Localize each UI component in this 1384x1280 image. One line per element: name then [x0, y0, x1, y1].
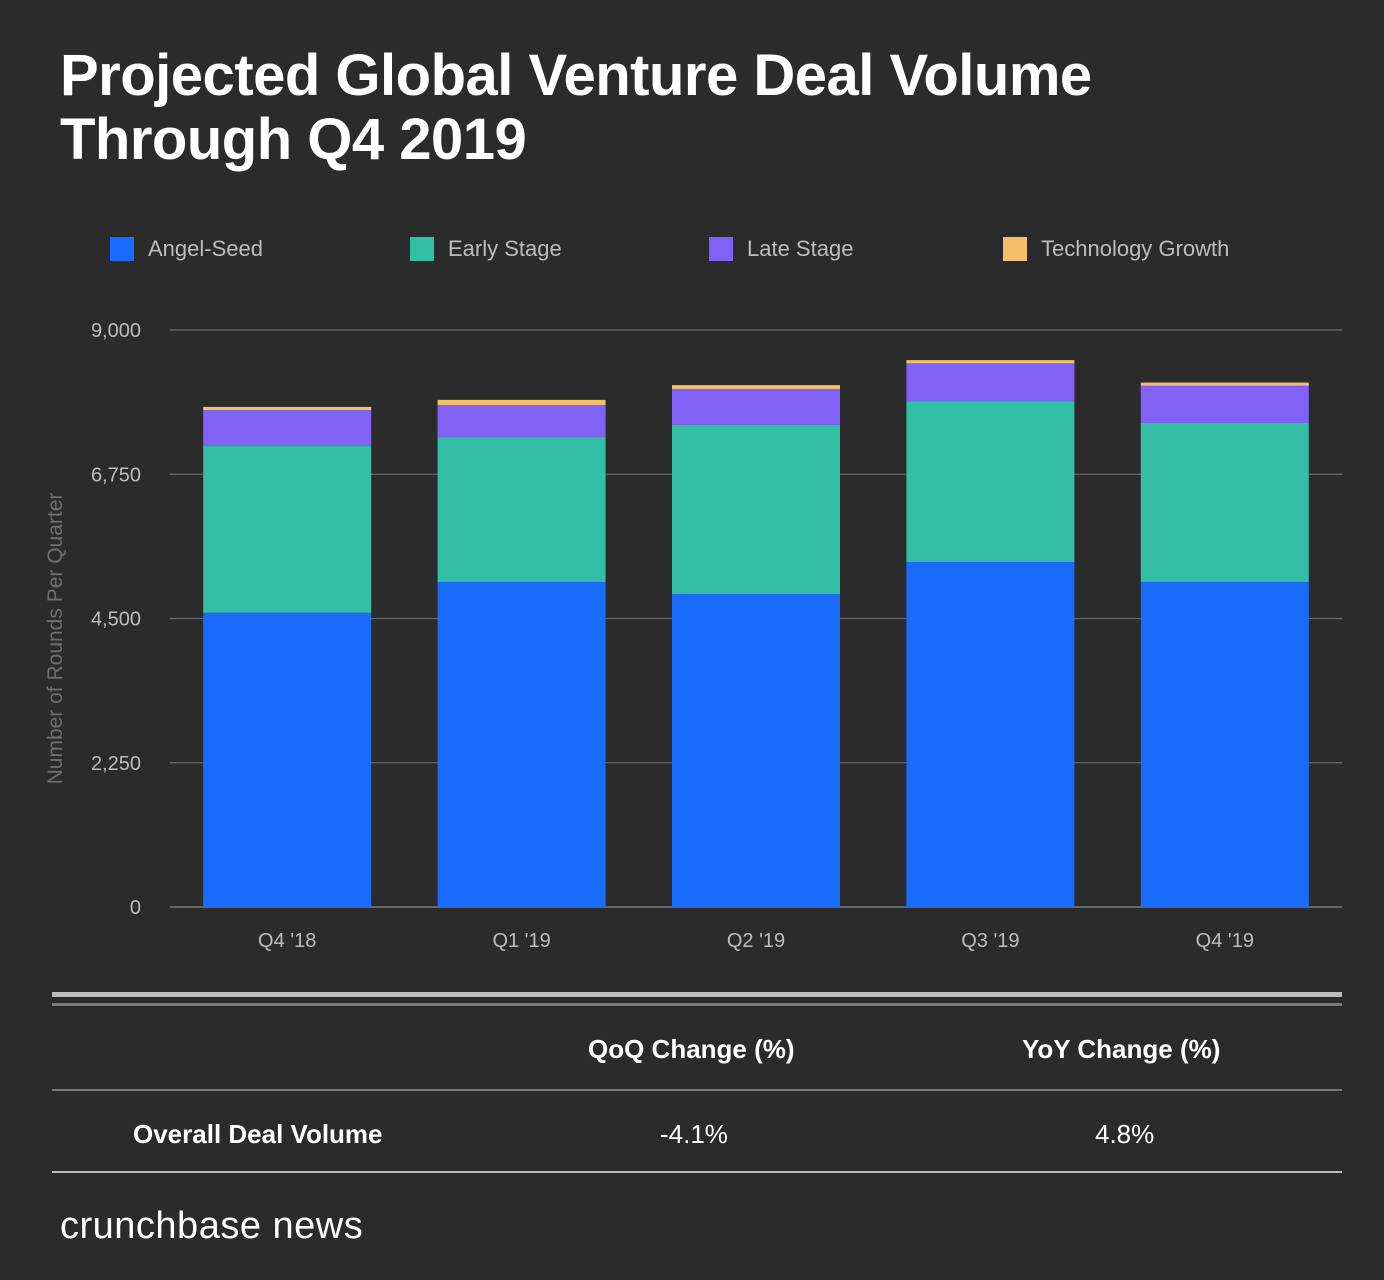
bar-segment-angel-seed	[203, 612, 372, 907]
column-header-yoy: YoY Change (%)	[1022, 1034, 1221, 1064]
x-tick-label: Q3 '19	[961, 930, 1019, 952]
yoy-value: 4.8%	[1095, 1119, 1155, 1149]
legend-swatch	[410, 237, 434, 261]
bar-segment-early-stage	[1140, 422, 1309, 582]
bar-segment-early-stage	[203, 446, 372, 613]
table-header-divider	[52, 1089, 1342, 1091]
legend-label: Late Stage	[747, 236, 854, 261]
y-tick-label: 2,250	[91, 753, 141, 775]
column-header-qoq: QoQ Change (%)	[588, 1034, 795, 1064]
bar-segment-early-stage	[437, 437, 606, 582]
legend-item-angel-seed[interactable]: Angel-Seed	[110, 236, 263, 262]
table-top-divider	[52, 992, 1342, 997]
bar-segment-angel-seed	[906, 562, 1075, 907]
x-tick-label: Q4 '19	[1196, 930, 1254, 952]
bar-segment-late-stage	[1140, 385, 1309, 423]
legend-item-early-stage[interactable]: Early Stage	[410, 236, 562, 262]
x-tick-label: Q1 '19	[492, 930, 550, 952]
x-tick-label: Q4 '18	[258, 930, 316, 952]
legend-item-late-stage[interactable]: Late Stage	[709, 236, 853, 262]
bar-segment-technology-growth	[437, 399, 606, 406]
x-axis-ticks: Q4 '18 Q1 '19 Q2 '19 Q3 '19 Q4 '19	[258, 930, 1254, 952]
y-tick-label: 0	[130, 897, 141, 919]
x-tick-label: Q2 '19	[727, 930, 785, 952]
bars	[203, 360, 1309, 907]
table-bottom-divider	[52, 1171, 1342, 1173]
bar-segment-technology-growth	[1140, 382, 1309, 386]
bar-segment-angel-seed	[437, 581, 606, 907]
brand-logo: crunchbase news	[60, 1205, 364, 1247]
bar-segment-technology-growth	[203, 406, 372, 411]
y-tick-label: 6,750	[91, 464, 141, 486]
legend-item-technology-growth[interactable]: Technology Growth	[1003, 236, 1229, 262]
bar-segment-early-stage	[672, 424, 840, 595]
y-axis-title: Number of Rounds Per Quarter	[44, 493, 67, 785]
y-tick-label: 9,000	[91, 320, 141, 342]
legend-swatch	[1003, 237, 1027, 261]
legend-label: Early Stage	[448, 236, 562, 261]
bar-segment-early-stage	[906, 401, 1075, 563]
bar-segment-technology-growth	[906, 360, 1075, 364]
row-label: Overall Deal Volume	[133, 1119, 383, 1149]
legend-swatch	[709, 237, 733, 261]
y-tick-label: 4,500	[91, 609, 141, 631]
bar-segment-late-stage	[672, 388, 840, 425]
qoq-value: -4.1%	[660, 1119, 728, 1149]
legend-label: Angel-Seed	[148, 236, 263, 261]
legend: Angel-Seed Early Stage Late Stage Techno…	[0, 236, 1384, 264]
bar-segment-angel-seed	[1140, 581, 1309, 907]
bar-segment-late-stage	[203, 410, 372, 447]
chart-title: Projected Global Venture Deal Volume Thr…	[60, 43, 1092, 172]
legend-swatch	[110, 237, 134, 261]
table-top-divider-secondary	[52, 1003, 1342, 1006]
bar-segment-angel-seed	[672, 594, 840, 907]
legend-label: Technology Growth	[1041, 236, 1230, 261]
stacked-bar-chart: 0 2,250 4,500 6,750 9,000 Q4 '18 Q1 '19 Q2 '19…	[44, 320, 1342, 952]
bar-segment-late-stage	[906, 363, 1075, 402]
y-axis-ticks: 0 2,250 4,500 6,750 9,000	[91, 320, 141, 919]
bar-segment-technology-growth	[672, 385, 840, 389]
bar-segment-late-stage	[437, 405, 606, 438]
